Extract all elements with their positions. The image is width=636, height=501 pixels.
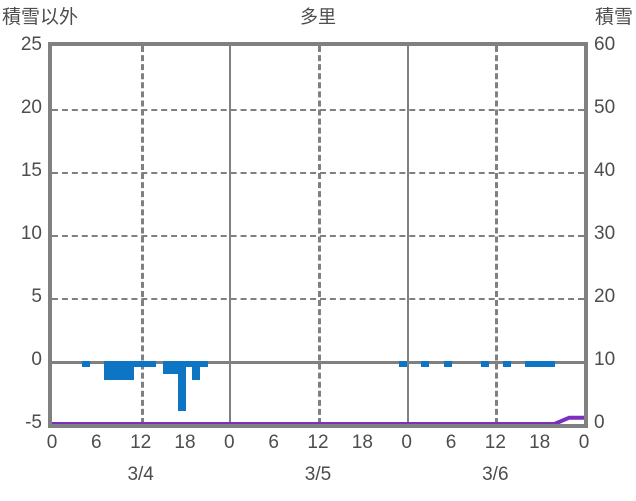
bar (140, 361, 149, 368)
bar (199, 361, 208, 368)
x-tick-label: 12 (130, 432, 152, 453)
snow-depth-polyline (52, 418, 584, 424)
day-label: 3/4 (127, 464, 154, 485)
left-tick-label: 10 (20, 223, 42, 244)
bar (399, 361, 408, 368)
chart-title: 多里 (300, 7, 336, 27)
left-tick-label: 15 (20, 160, 42, 181)
left-tick-label: 0 (31, 349, 42, 370)
vgrid-48h (406, 46, 409, 424)
vgrid-24h (229, 46, 232, 424)
x-tick-label: 0 (224, 432, 235, 453)
bar (118, 361, 127, 380)
x-tick-label: 18 (351, 432, 373, 453)
vgrid-60h (495, 46, 499, 424)
snow-depth-line (52, 46, 584, 424)
bar (148, 361, 157, 368)
vgrid-12h (140, 46, 144, 424)
bar (81, 361, 90, 368)
bar (524, 361, 533, 368)
right-axis-title: 積雪 (594, 7, 633, 28)
x-tick-label: 6 (445, 432, 457, 453)
right-tick-label: 40 (594, 160, 616, 181)
x-tick-label: 0 (401, 432, 412, 453)
bar (133, 361, 142, 368)
bar (103, 361, 112, 380)
bar (443, 361, 452, 368)
bar (185, 361, 193, 368)
x-tick-label: 6 (268, 432, 279, 453)
left-axis-title: 積雪以外 (2, 7, 79, 28)
left-tick-label: 5 (31, 286, 42, 307)
bar (480, 361, 489, 368)
left-tick-label: 25 (20, 34, 42, 55)
bar (170, 361, 179, 374)
bar (177, 361, 186, 412)
plot-inner (52, 46, 584, 424)
x-tick-label: 12 (307, 432, 329, 453)
x-tick-label: 0 (46, 432, 58, 453)
vgrid-36h (318, 46, 321, 424)
left-tick-label: 20 (20, 97, 42, 118)
right-tick-label: 0 (594, 412, 605, 433)
right-tick-label: 30 (594, 223, 616, 244)
right-tick-label: 60 (594, 34, 616, 55)
bar (162, 361, 171, 374)
x-tick-label: 6 (91, 432, 102, 453)
bar (192, 361, 201, 380)
right-tick-label: 50 (594, 97, 616, 118)
bar (421, 361, 430, 368)
bar (532, 361, 541, 368)
bar (502, 361, 511, 368)
day-label: 3/5 (304, 464, 332, 485)
bar (111, 361, 120, 380)
x-tick-label: 0 (578, 432, 590, 453)
right-tick-label: 10 (594, 349, 616, 370)
x-tick-label: 12 (484, 432, 506, 453)
left-tick-label: -5 (25, 412, 42, 433)
day-label: 3/6 (482, 464, 509, 485)
bar (125, 361, 134, 380)
right-tick-label: 20 (594, 286, 616, 307)
bar (539, 361, 548, 368)
plot-area (48, 42, 588, 428)
x-tick-label: 18 (529, 432, 551, 453)
x-tick-label: 18 (174, 432, 196, 453)
bar (547, 361, 556, 368)
